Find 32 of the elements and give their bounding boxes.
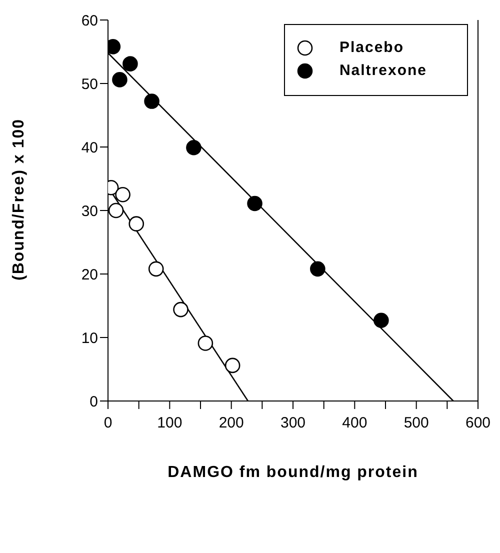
point xyxy=(198,336,214,351)
y-tick-label: 50 xyxy=(81,76,98,93)
point xyxy=(224,358,240,374)
x-tick-label: 600 xyxy=(465,414,491,432)
x-tick-label: 400 xyxy=(342,414,368,432)
y-tick-label: 20 xyxy=(81,266,98,284)
point xyxy=(247,196,262,212)
point xyxy=(112,72,128,88)
y-tick-label: 0 xyxy=(90,393,98,410)
x-tick-label: 500 xyxy=(404,414,429,432)
x-tick-label: 100 xyxy=(157,414,182,432)
point xyxy=(310,261,326,277)
point xyxy=(173,302,188,318)
point xyxy=(374,312,389,328)
y-tick-label: 60 xyxy=(81,12,98,30)
point xyxy=(108,202,124,218)
point xyxy=(148,261,164,277)
x-tick-label: 300 xyxy=(280,414,306,432)
x-tick-label: 0 xyxy=(104,414,112,432)
x-axis-title: DAMGO fm bound/mg protein xyxy=(168,464,418,481)
legend-label: Placebo xyxy=(339,39,404,56)
y-axis-title: (Bound/Free) x 100 xyxy=(10,118,28,280)
point xyxy=(128,216,144,232)
legend-label: Naltrexone xyxy=(339,62,427,79)
point xyxy=(186,140,202,156)
y-tick-label: 10 xyxy=(81,330,98,347)
x-tick-label: 200 xyxy=(218,414,244,432)
point xyxy=(115,186,130,202)
y-tick-label: 40 xyxy=(81,139,98,156)
point xyxy=(144,94,160,109)
point xyxy=(122,56,138,72)
y-tick-label: 30 xyxy=(81,202,98,220)
